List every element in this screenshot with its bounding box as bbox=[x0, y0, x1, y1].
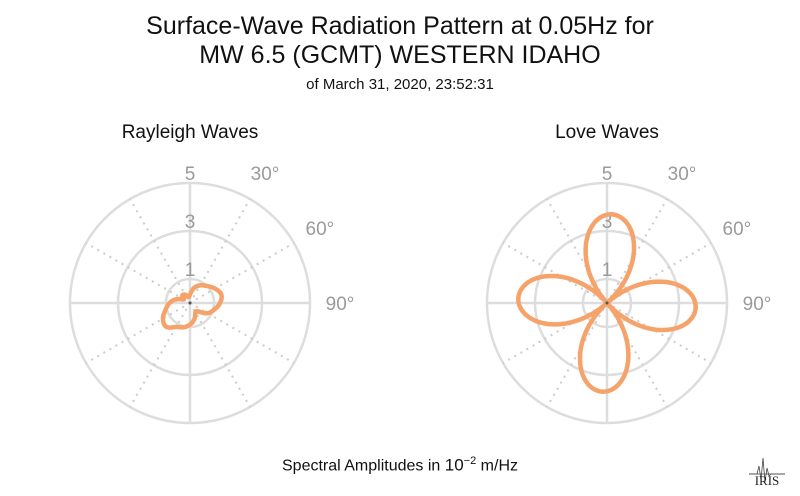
grid-ray-210 bbox=[129, 302, 191, 408]
grid-ray-60 bbox=[606, 242, 712, 304]
grid-ray-300 bbox=[85, 242, 191, 304]
iris-logo-text: IRIS bbox=[755, 473, 780, 488]
radiation-pattern-line bbox=[160, 282, 224, 330]
radiation-pattern-line bbox=[516, 212, 698, 394]
panel-title: Rayleigh Waves bbox=[122, 122, 259, 143]
grid-ray-30 bbox=[189, 198, 251, 304]
r-tick-label: 1 bbox=[185, 260, 196, 281]
chart-title-line-1: Surface-Wave Radiation Pattern at 0.05Hz… bbox=[146, 12, 654, 40]
grid-ray-120 bbox=[606, 302, 712, 364]
r-tick-label: 5 bbox=[602, 164, 613, 185]
theta-tick-label: 60° bbox=[723, 219, 752, 240]
x-axis-label-exponent: −2 bbox=[463, 455, 477, 467]
grid-ray-330 bbox=[546, 198, 608, 304]
theta-tick-label: 30° bbox=[668, 164, 697, 185]
x-axis-label-unit: m/Hz bbox=[476, 457, 518, 475]
x-axis-label: Spectral Amplitudes in 10−2 m/Hz bbox=[0, 455, 800, 475]
grid-ray-30 bbox=[606, 198, 668, 304]
x-axis-label-prefix: Spectral Amplitudes in bbox=[282, 457, 445, 475]
theta-tick-label: 30° bbox=[251, 164, 280, 185]
grid-ray-150 bbox=[189, 302, 251, 408]
grid-ray-240 bbox=[85, 302, 191, 364]
theta-tick-label: 90° bbox=[743, 294, 772, 315]
r-tick-label: 5 bbox=[185, 164, 196, 185]
r-tick-label: 1 bbox=[602, 260, 613, 281]
panel-title: Love Waves bbox=[555, 122, 659, 143]
theta-tick-label: 90° bbox=[326, 294, 355, 315]
x-axis-label-base: 10 bbox=[444, 455, 464, 475]
r-tick-label: 3 bbox=[185, 212, 196, 233]
center-dot bbox=[188, 301, 192, 305]
chart-subtitle: of March 31, 2020, 23:52:31 bbox=[306, 76, 494, 93]
theta-tick-label: 60° bbox=[306, 219, 335, 240]
grid-ray-120 bbox=[189, 302, 295, 364]
grid-ray-240 bbox=[502, 302, 608, 364]
chart-title-line-2: MW 6.5 (GCMT) WESTERN IDAHO bbox=[199, 41, 601, 69]
grid-ray-210 bbox=[546, 302, 608, 408]
iris-logo: IRIS bbox=[749, 457, 785, 488]
grid-ray-60 bbox=[189, 242, 295, 304]
center-dot bbox=[605, 301, 609, 305]
grid-ray-330 bbox=[129, 198, 191, 304]
grid-ray-300 bbox=[502, 242, 608, 304]
rayleigh-panel: Rayleigh Waves 1 3 5 30° 60° 90° bbox=[68, 122, 355, 425]
love-panel: Love Waves 1 3 5 30° 60° 90° bbox=[485, 122, 772, 425]
r-tick-label: 3 bbox=[602, 212, 613, 233]
grid-ray-150 bbox=[606, 302, 668, 408]
